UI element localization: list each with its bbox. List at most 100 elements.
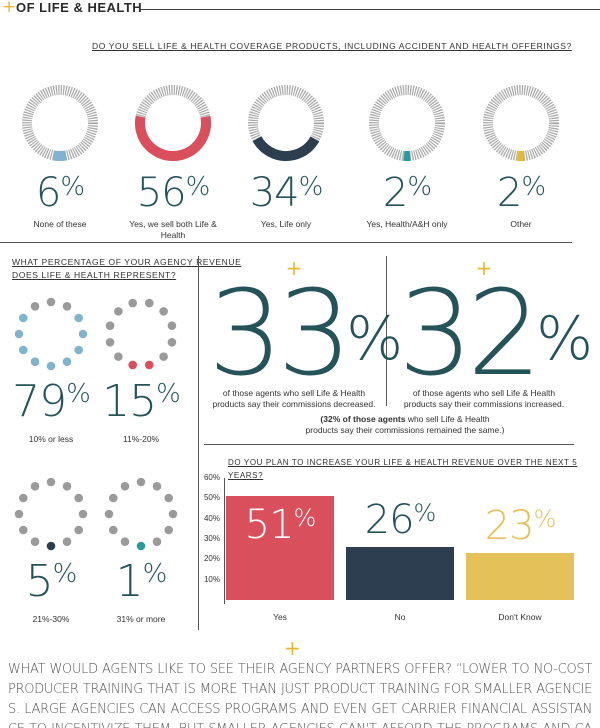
dot-empty bbox=[168, 509, 178, 519]
stat-increased-caption-2: products say their commissions increased… bbox=[403, 399, 565, 409]
q1-pct: 34% bbox=[249, 170, 324, 216]
y-tick-label: 50% bbox=[203, 493, 220, 503]
q2-pct: 1% bbox=[115, 556, 168, 607]
ring-track bbox=[369, 85, 445, 161]
plus-icon: + bbox=[2, 0, 17, 17]
dot-empty bbox=[46, 297, 56, 307]
note-bold: (32% of those agents bbox=[320, 414, 406, 424]
dot-filled bbox=[74, 345, 84, 355]
ring-segment bbox=[22, 85, 98, 161]
q2-label: 21%-30% bbox=[32, 614, 70, 624]
dot-empty bbox=[108, 493, 118, 503]
stat-decreased-caption-1: of those agents who sell Life & Health bbox=[222, 388, 366, 398]
ring-segment bbox=[248, 85, 324, 161]
dot-filled bbox=[136, 541, 146, 551]
dot-filled bbox=[74, 313, 84, 323]
bar bbox=[226, 496, 334, 600]
section-title: OF LIFE & HEALTH bbox=[16, 0, 143, 15]
divider bbox=[198, 256, 199, 630]
dot-empty bbox=[74, 525, 84, 535]
note-line2: products say their commissions remained … bbox=[305, 425, 505, 435]
ring-track bbox=[483, 85, 559, 161]
q2-item: 5% 21%-30% bbox=[6, 474, 96, 624]
divider bbox=[386, 256, 387, 406]
stat-decreased-caption-2: products say their commissions decreased… bbox=[212, 399, 376, 409]
q1-label: Yes, we sell both Life & Health bbox=[129, 219, 217, 240]
ring-chart bbox=[483, 85, 559, 161]
stat-decreased-value: 33% bbox=[208, 264, 404, 402]
dot-empty bbox=[14, 509, 24, 519]
dot-filled bbox=[46, 361, 56, 371]
dot-empty bbox=[159, 352, 168, 361]
y-tick-label: 20% bbox=[203, 554, 220, 564]
dot-empty bbox=[30, 537, 40, 547]
q2-question-line2: DOES LIFE & HEALTH REPRESENT? bbox=[12, 270, 177, 280]
q1-question: DO YOU SELL LIFE & HEALTH COVERAGE PRODU… bbox=[92, 41, 572, 51]
dot-ring bbox=[104, 477, 178, 551]
stat-decreased: + 33% of those agents who sell Life & He… bbox=[208, 256, 404, 410]
q1-label: None of these bbox=[33, 219, 87, 229]
q2-pct: 79% bbox=[12, 376, 91, 427]
chart-title: DO YOU PLAN TO INCREASE YOUR LIFE & HEAL… bbox=[228, 458, 578, 480]
dot-empty bbox=[78, 509, 88, 519]
dot-empty bbox=[164, 493, 174, 503]
dot-filled bbox=[78, 329, 88, 339]
bar bbox=[466, 553, 574, 600]
dot-filled bbox=[18, 313, 28, 323]
y-tick-label: 60% bbox=[203, 473, 220, 482]
dot-empty bbox=[62, 301, 72, 311]
q1-item: 2% Yes, Health/A&H only bbox=[352, 82, 462, 229]
dot-empty bbox=[18, 525, 28, 535]
commissions-note: (32% of those agents who sell Life & Hea… bbox=[255, 414, 555, 436]
dot-filled bbox=[18, 345, 28, 355]
dot-filled bbox=[144, 360, 154, 370]
q2-pct: 15% bbox=[102, 376, 181, 427]
dot-empty bbox=[108, 525, 118, 535]
dot-empty bbox=[159, 307, 168, 316]
q1-pct: 56% bbox=[136, 170, 211, 216]
plus-icon: + bbox=[284, 636, 301, 660]
q1-pct: 2% bbox=[496, 170, 546, 216]
ring-chart bbox=[22, 85, 98, 161]
y-tick-label: 10% bbox=[203, 574, 220, 584]
dot-empty bbox=[152, 537, 162, 547]
y-tick-label: 40% bbox=[203, 513, 220, 523]
x-tick-label: No bbox=[394, 612, 406, 622]
q2-label: 10% or less bbox=[28, 434, 74, 444]
plus-icon: + bbox=[285, 256, 303, 280]
dot-empty bbox=[104, 509, 114, 519]
x-tick-label: Don't Know bbox=[498, 612, 542, 622]
divider bbox=[204, 444, 574, 445]
stat-increased-value: 32% bbox=[398, 264, 594, 402]
y-tick-label: 30% bbox=[203, 534, 220, 543]
q1-item: 6% None of these bbox=[5, 82, 115, 229]
dot-empty bbox=[120, 537, 130, 547]
q1-pct: 2% bbox=[382, 170, 432, 216]
dot-empty bbox=[30, 301, 40, 311]
dot-empty bbox=[74, 493, 84, 503]
stat-increased: + 32% of those agents who sell Life & He… bbox=[398, 258, 594, 410]
bar-value-label: 26% bbox=[364, 497, 437, 544]
q1-label: Yes, Life only bbox=[260, 219, 312, 229]
dot-empty bbox=[62, 481, 72, 491]
dot-filled bbox=[128, 360, 138, 370]
dot-empty bbox=[120, 481, 130, 491]
dot-ring bbox=[14, 477, 88, 551]
dot-empty bbox=[152, 481, 162, 491]
dot-empty bbox=[105, 321, 115, 331]
dot-filled bbox=[62, 357, 72, 367]
ring-segment bbox=[135, 85, 211, 161]
x-tick-label: Yes bbox=[273, 612, 287, 622]
dot-empty bbox=[114, 352, 123, 361]
quote-text: WHAT WOULD AGENTS LIKE TO SEE THEIR AGEN… bbox=[8, 662, 592, 728]
q1-item: 2% Other bbox=[466, 82, 576, 229]
q1-item: 34% Yes, Life only bbox=[231, 82, 341, 229]
dot-empty bbox=[136, 477, 146, 487]
q2-label: 11%-20% bbox=[122, 434, 160, 444]
q2-item: 1% 31% or more bbox=[96, 474, 186, 624]
dot-empty bbox=[128, 298, 138, 308]
dot-ring bbox=[105, 298, 177, 370]
dot-empty bbox=[46, 477, 56, 487]
q2-item: 15% 11%-20% bbox=[96, 294, 186, 444]
stat-increased-caption-1: of those agents who sell Life & Health bbox=[412, 388, 556, 398]
